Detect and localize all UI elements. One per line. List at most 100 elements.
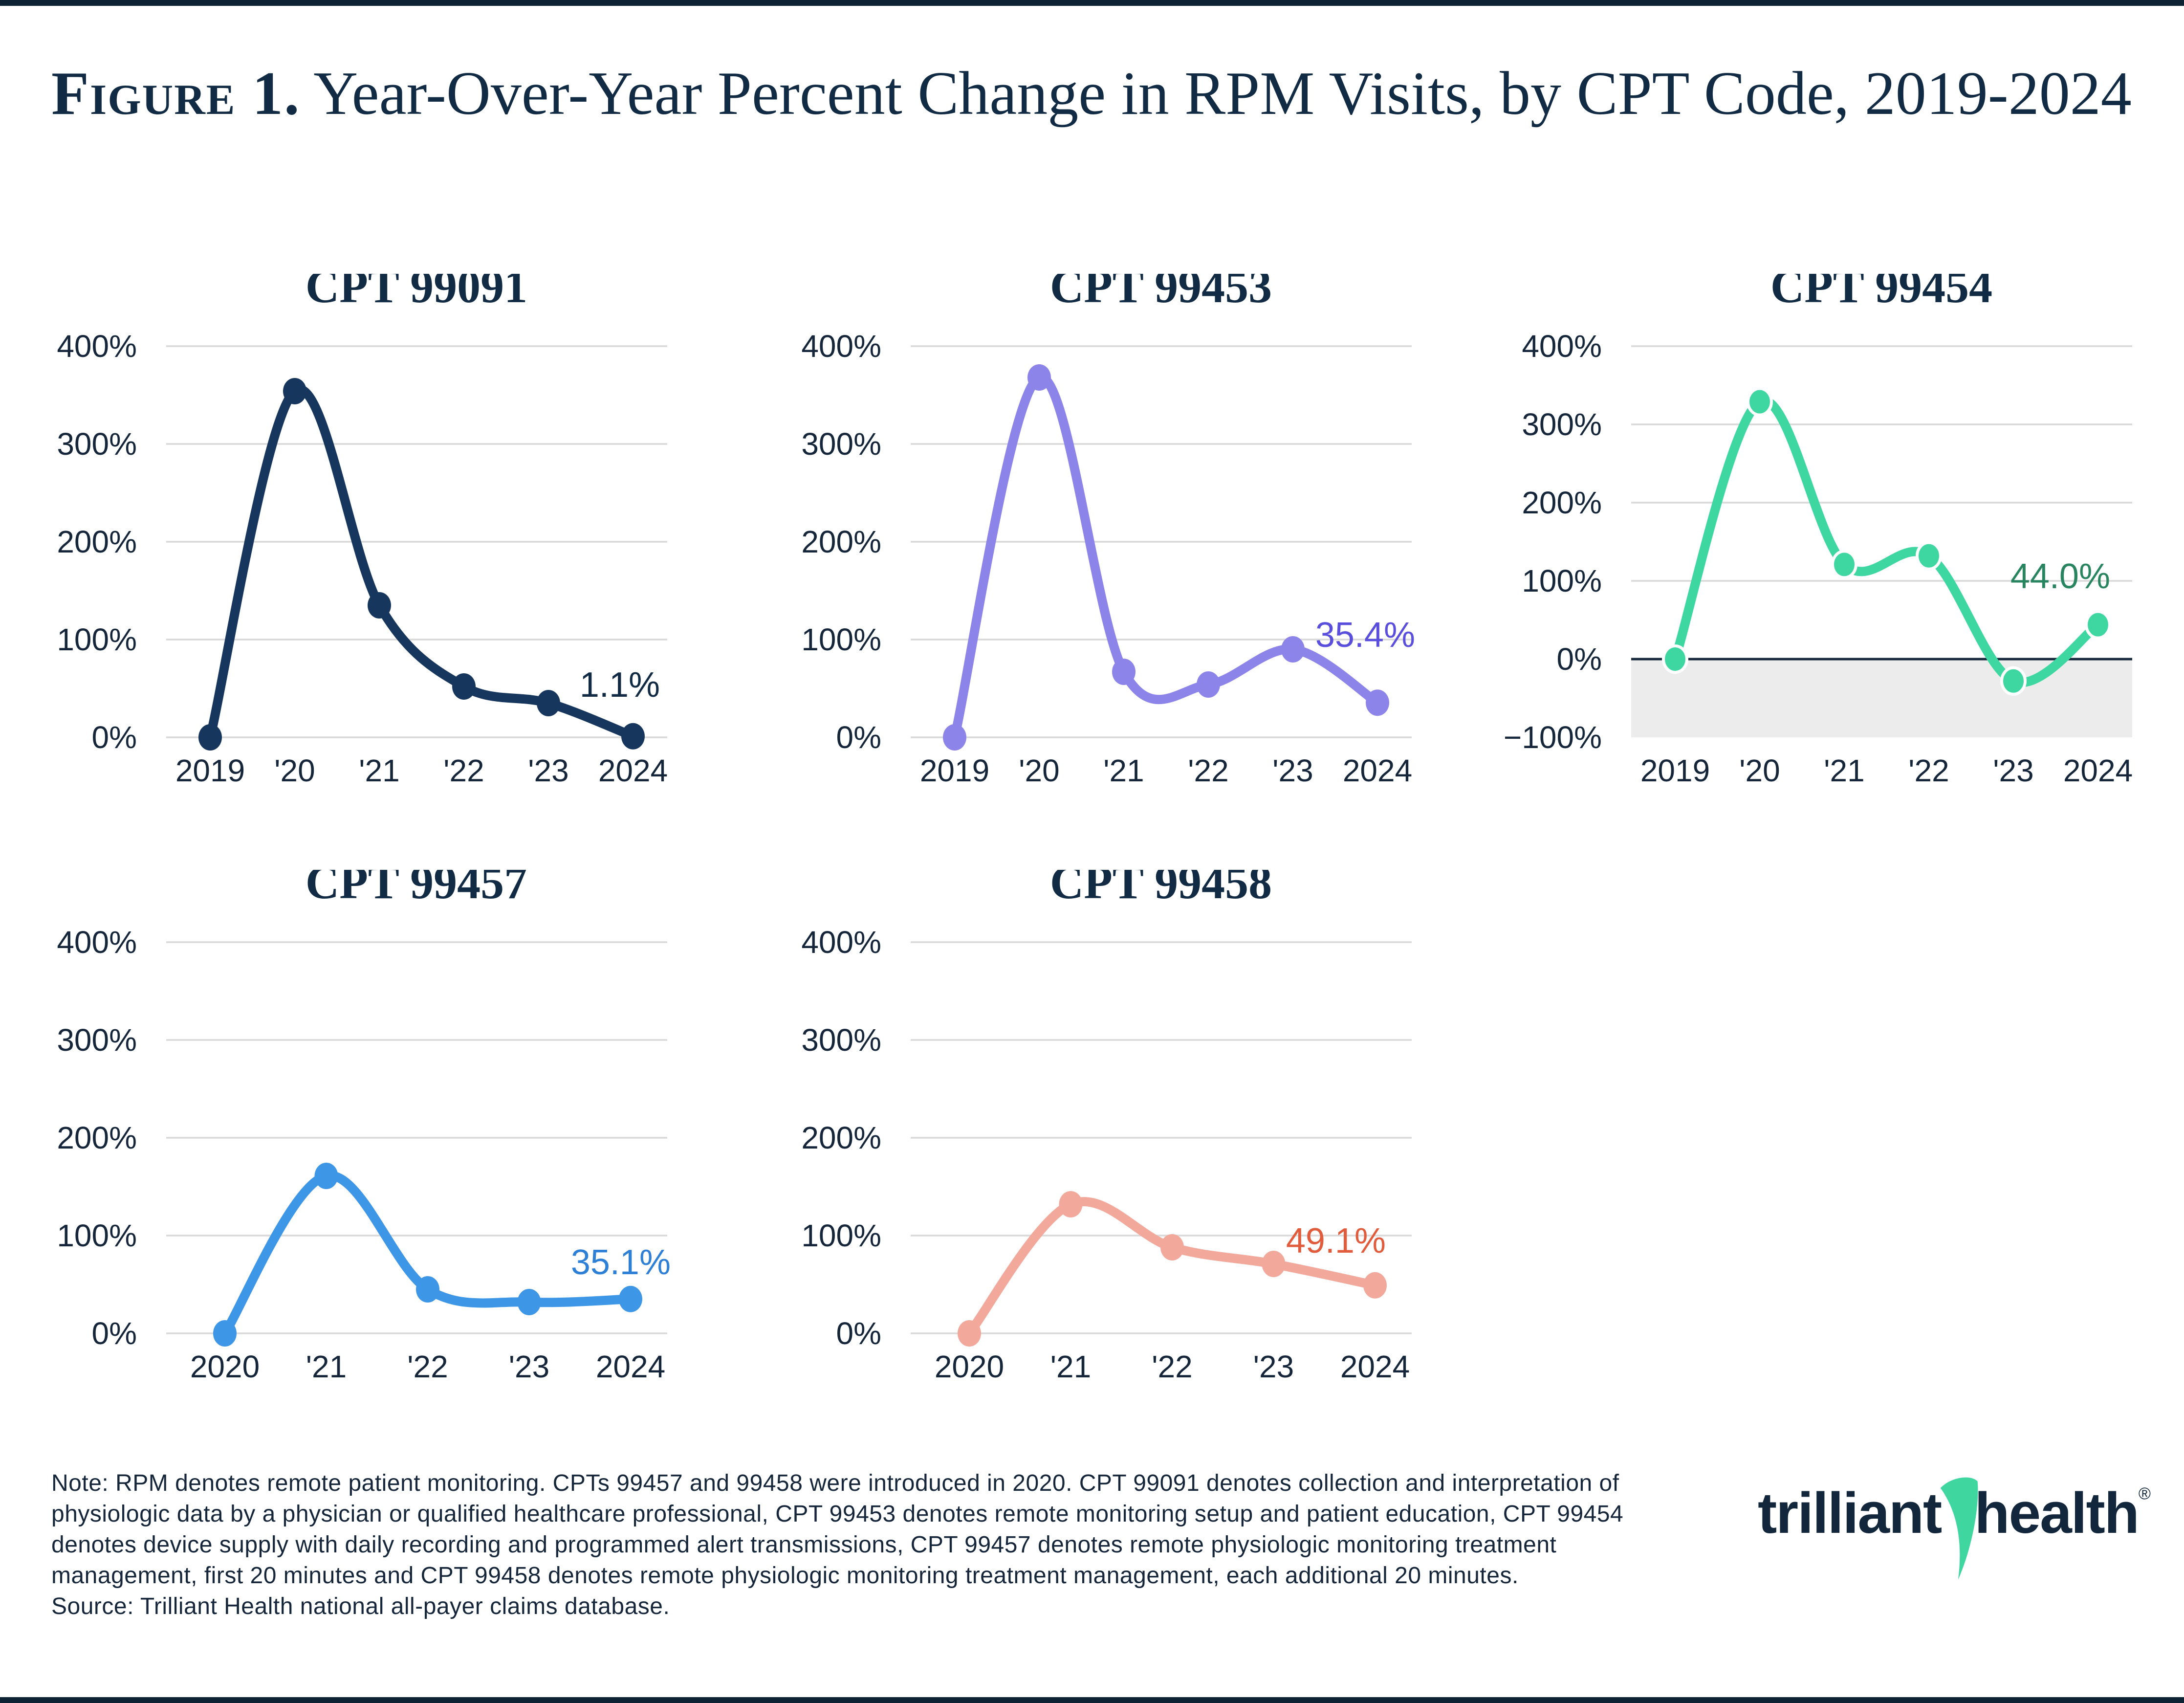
chart-title: CPT 99091 [306, 274, 527, 312]
chart-title: CPT 99454 [1770, 274, 1992, 312]
y-tick-label: 400% [57, 329, 137, 364]
data-point [283, 378, 306, 404]
data-point [958, 1320, 981, 1347]
data-point [1281, 636, 1305, 663]
data-point [2000, 666, 2027, 696]
y-tick-label: 100% [801, 1218, 881, 1253]
x-tick-label: 2024 [596, 1349, 665, 1384]
x-tick-label: 2024 [2063, 753, 2133, 788]
end-value-label: 35.4% [1315, 616, 1415, 655]
negative-region [1631, 659, 2132, 737]
x-tick-label: '21 [359, 753, 399, 788]
x-tick-label: 2019 [1640, 753, 1710, 788]
line-path [205, 385, 638, 742]
x-tick-label: 2019 [175, 753, 245, 788]
bottom-edge-bar [0, 1697, 2184, 1703]
x-tick-label: '21 [1103, 753, 1144, 788]
data-point [452, 673, 476, 700]
line-path [950, 373, 1382, 742]
y-tick-label: 400% [801, 925, 881, 960]
y-tick-label: 400% [801, 329, 881, 364]
end-value-label: 49.1% [1286, 1221, 1386, 1261]
data-point [1059, 1191, 1083, 1217]
y-tick-label: 400% [1522, 329, 1602, 364]
x-tick-label: 2019 [920, 753, 989, 788]
chart-canvas: 400% 300% 200% 100% 0% 2020 '21 '22 '23 2024 CPT 9… [57, 856, 671, 1384]
data-point [1027, 364, 1051, 391]
logo-word-health: health [1974, 1481, 2139, 1546]
data-point [1366, 689, 1389, 716]
chart-title: CPT 99457 [306, 870, 527, 908]
x-tick-label: '22 [1188, 753, 1228, 788]
y-tick-label: 200% [57, 524, 137, 559]
x-tick-label: 2020 [190, 1349, 260, 1384]
footnote: Note: RPM denotes remote patient monitor… [51, 1468, 1686, 1622]
data-point [213, 1320, 237, 1347]
data-point [1363, 1272, 1387, 1299]
y-tick-label: 100% [57, 1218, 137, 1253]
y-tick-label: 0% [1557, 641, 1602, 677]
x-tick-label: '20 [1739, 753, 1780, 788]
y-tick-label: 300% [801, 426, 881, 462]
chart-cpt-99453: 400% 300% 200% 100% 0% 2019 '20 '21 '22 '23 2024 CP… [764, 260, 1448, 804]
y-tick-label: 200% [801, 1120, 881, 1155]
end-value-label: 44.0% [2010, 557, 2110, 596]
x-tick-label: '23 [509, 1349, 549, 1384]
chart-canvas: 400% 300% 200% 100% 0% 2020 '21 '22 '23 2024 CPT 9… [801, 856, 1412, 1384]
x-tick-label: 2020 [935, 1349, 1004, 1384]
data-point [1831, 550, 1857, 579]
data-point [517, 1289, 541, 1315]
x-tick-label: '20 [274, 753, 315, 788]
y-tick-label: 300% [57, 426, 137, 462]
y-tick-label: 0% [92, 720, 137, 755]
data-point [621, 723, 645, 750]
y-tick-label: 0% [92, 1316, 137, 1351]
x-tick-label: '23 [1253, 1349, 1294, 1384]
chart-title: CPT 99453 [1050, 274, 1272, 312]
data-point [1262, 1251, 1286, 1277]
logo-word-trilliant: trilliant [1758, 1481, 1942, 1546]
x-tick-label: '20 [1019, 753, 1059, 788]
chart-cpt-99091: 400% 300% 200% 100% 0% 2019 '20 '21 '22 '23 2024 CP… [20, 260, 704, 804]
line-path [1670, 396, 2103, 687]
x-tick-label: 2024 [1343, 753, 1412, 788]
y-tick-label: 0% [836, 1316, 882, 1351]
chart-canvas: 400% 300% 200% 100% 0% −100% 2019 '20 '21 '22 '23 2… [1504, 260, 2133, 788]
data-point [537, 690, 560, 716]
data-point [368, 592, 391, 619]
x-tick-label: '21 [306, 1349, 347, 1384]
data-point [1160, 1234, 1184, 1261]
registered-mark: ® [2138, 1484, 2151, 1503]
y-tick-label: 100% [801, 622, 881, 657]
source-text: Source: Trilliant Health national all-pa… [51, 1593, 670, 1619]
data-point [2085, 610, 2111, 640]
y-tick-label: 400% [57, 925, 137, 960]
x-tick-label: '22 [1908, 753, 1949, 788]
y-tick-label: 300% [57, 1022, 137, 1058]
y-tick-label: −100% [1504, 720, 1602, 755]
x-tick-label: '22 [443, 753, 484, 788]
data-point [1747, 387, 1773, 417]
chart-canvas: 400% 300% 200% 100% 0% 2019 '20 '21 '22 '23 2024 CP… [801, 260, 1415, 788]
y-tick-label: 300% [1522, 407, 1602, 442]
y-tick-label: 100% [1522, 563, 1602, 598]
data-point [1197, 671, 1220, 698]
line-path [220, 1171, 635, 1338]
chart-cpt-99457: 400% 300% 200% 100% 0% 2020 '21 '22 '23 2024 CPT 9… [20, 856, 704, 1400]
x-tick-label: '21 [1824, 753, 1864, 788]
y-tick-label: 100% [57, 622, 137, 657]
x-tick-label: '23 [528, 753, 568, 788]
data-point [943, 724, 966, 751]
data-point [1916, 541, 1942, 571]
top-edge-bar [0, 0, 2184, 6]
y-tick-label: 300% [801, 1022, 881, 1058]
data-point [1662, 644, 1688, 674]
y-tick-label: 200% [1522, 485, 1602, 520]
page-title: Figure 1. Year-Over-Year Percent Change … [51, 54, 2163, 134]
x-tick-label: '22 [1152, 1349, 1192, 1384]
end-value-label: 35.1% [571, 1243, 671, 1282]
x-tick-label: 2024 [598, 753, 668, 788]
chart-title: CPT 99458 [1050, 870, 1272, 908]
x-tick-label: '21 [1050, 1349, 1091, 1384]
trilliant-health-logo: trilliant health ® [1758, 1477, 2151, 1584]
